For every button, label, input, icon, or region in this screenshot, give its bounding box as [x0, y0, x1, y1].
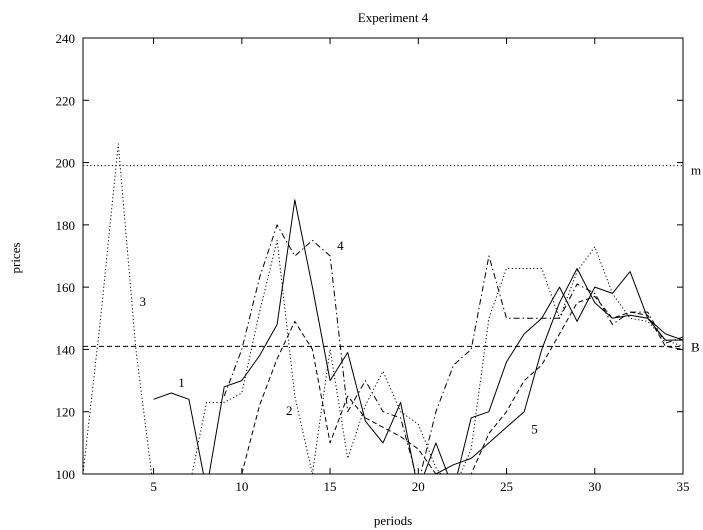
series-line-3: [83, 143, 683, 474]
reference-label-m: m: [691, 163, 701, 178]
y-tick-label: 140: [56, 342, 76, 357]
series-label-4: 4: [337, 238, 344, 253]
chart-title: Experiment 4: [358, 10, 429, 25]
x-tick-label: 20: [412, 479, 425, 494]
x-tick-label: 5: [150, 479, 157, 494]
series-line-5: [435, 268, 683, 474]
series-group: [83, 143, 683, 474]
y-tick-label: 180: [56, 218, 76, 233]
series-label-2: 2: [286, 403, 293, 418]
x-axis-label: periods: [374, 513, 412, 528]
x-tick-label: 10: [235, 479, 248, 494]
y-tick-label: 220: [56, 93, 76, 108]
y-tick-label: 160: [56, 280, 76, 295]
y-tick-label: 200: [56, 156, 76, 171]
reference-label-b: B: [691, 339, 700, 354]
plot-frame: [82, 37, 684, 475]
x-tick-label: 35: [677, 479, 690, 494]
series-label-1: 1: [178, 375, 185, 390]
y-tick-label: 120: [56, 405, 76, 420]
series-label-5: 5: [531, 422, 538, 437]
y-tick-label: 240: [56, 31, 76, 46]
x-tick-label: 30: [588, 479, 601, 494]
y-axis-label: prices: [8, 242, 23, 273]
x-tick-label: 15: [324, 479, 337, 494]
series-line-4: [223, 224, 683, 474]
y-tick-label: 100: [56, 467, 76, 482]
series-line-2: [241, 296, 683, 474]
series-label-3: 3: [139, 294, 146, 309]
plot-area: m B 1 2 3 4 5 5 10 15 20 25 30 35 100 120 140 160 180 200 22…: [56, 31, 702, 494]
series-line-1: [153, 199, 683, 474]
x-tick-label: 25: [500, 479, 513, 494]
